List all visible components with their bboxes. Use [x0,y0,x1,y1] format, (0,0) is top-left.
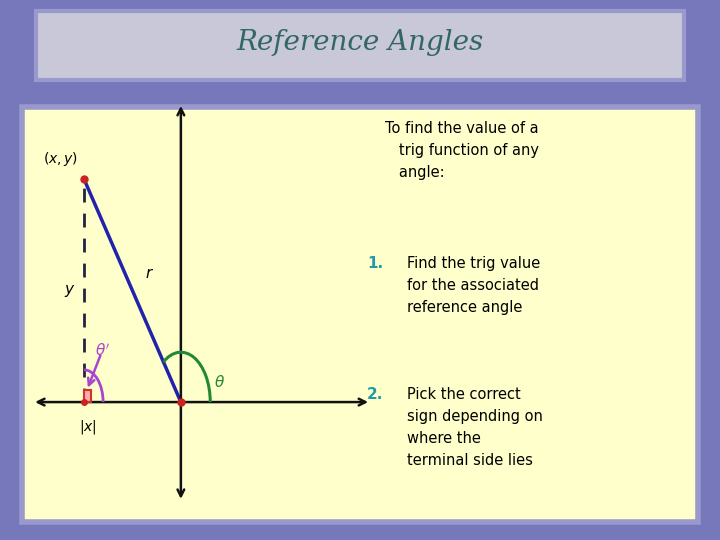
Text: 2.: 2. [367,387,384,402]
Text: $\theta$: $\theta$ [214,374,225,390]
Text: $(x, y)$: $(x, y)$ [43,150,78,167]
Text: To find the value of a
   trig function of any
   angle:: To find the value of a trig function of … [385,120,539,180]
Text: Reference Angles: Reference Angles [236,29,484,56]
FancyBboxPatch shape [22,107,698,522]
Text: $r$: $r$ [145,266,154,281]
Text: Pick the correct
sign depending on
where the
terminal side lies: Pick the correct sign depending on where… [407,387,543,468]
Text: $\theta '$: $\theta '$ [95,342,110,359]
Bar [84,390,91,402]
Text: Find the trig value
for the associated
reference angle: Find the trig value for the associated r… [407,256,540,315]
Text: 1.: 1. [367,256,383,271]
Text: $|x|$: $|x|$ [78,418,96,436]
FancyBboxPatch shape [36,11,684,80]
Text: $y$: $y$ [64,282,76,299]
